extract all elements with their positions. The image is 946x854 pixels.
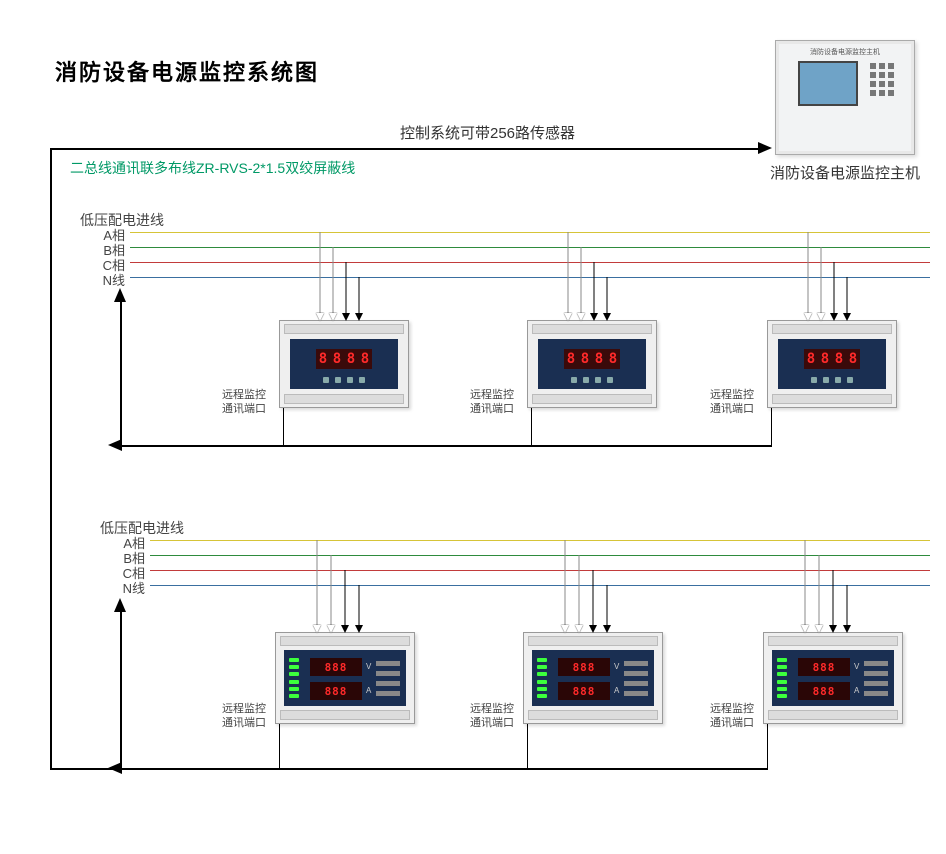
- g1-line-A: [130, 232, 930, 233]
- g1-return-h: [120, 445, 772, 447]
- bus-main-v: [50, 148, 52, 768]
- g2-line-B: [150, 555, 930, 556]
- g2-d1-tap-N: [358, 585, 359, 632]
- g2-d1-tap-A: [316, 540, 317, 632]
- g2-return-h: [50, 768, 768, 770]
- g1-line-C: [130, 262, 930, 263]
- g1-d1-tap-C: [345, 262, 346, 320]
- g2-return-v: [120, 610, 122, 768]
- g2-device-1: 888 888 V A: [275, 632, 415, 724]
- g1-d2-tap-C: [593, 262, 594, 320]
- g1-return-v: [120, 300, 122, 445]
- g1-d3-tap-A: [807, 232, 808, 320]
- g1-line-N: [130, 277, 930, 278]
- g2-d3-tap-B: [818, 555, 819, 632]
- g2-d3-drop: [767, 724, 768, 768]
- g2-d1-tap-B: [330, 555, 331, 632]
- bus-top-arrow: [758, 142, 772, 154]
- g1-return-arrow-up: [114, 288, 126, 302]
- g2-d2-drop: [527, 724, 528, 768]
- g2-return-arrow-left: [108, 762, 122, 774]
- g1-d1-tap-A: [319, 232, 320, 320]
- g1-d2-port-label: 远程监控通讯端口: [470, 388, 514, 417]
- g2-return-arrow-up: [114, 598, 126, 612]
- host-panel-header: 消防设备电源监控主机: [776, 47, 914, 57]
- g2-line-A: [150, 540, 930, 541]
- g1-d1-tap-B: [332, 247, 333, 320]
- g1-d3-port-label: 远程监控通讯端口: [710, 388, 754, 417]
- g2-d3-tap-C: [832, 570, 833, 632]
- g2-d1-tap-C: [344, 570, 345, 632]
- host-panel-buttons: [870, 63, 902, 96]
- g1-d1-port-label: 远程监控通讯端口: [222, 388, 266, 417]
- g2-d3-tap-A: [804, 540, 805, 632]
- g1-d1-tap-N: [358, 277, 359, 320]
- bus-top-h: [50, 148, 760, 150]
- g2-d2-port-label: 远程监控通讯端口: [470, 702, 514, 731]
- g1-d3-tap-C: [833, 262, 834, 320]
- g2-d1-drop: [279, 724, 280, 768]
- g2-d2-tap-C: [592, 570, 593, 632]
- g1-d2-tap-N: [606, 277, 607, 320]
- g1-d2-tap-A: [567, 232, 568, 320]
- g2-line-C: [150, 570, 930, 571]
- g2-device-2: 888 888 V A: [523, 632, 663, 724]
- g2-d3-tap-N: [846, 585, 847, 632]
- host-panel-screen: [798, 61, 858, 106]
- g1-d3-tap-N: [846, 277, 847, 320]
- g2-d2-tap-A: [564, 540, 565, 632]
- g2-d2-tap-N: [606, 585, 607, 632]
- g2-d3-port-label: 远程监控通讯端口: [710, 702, 754, 731]
- g1-device-2: 8888: [527, 320, 657, 408]
- g1-line-B: [130, 247, 930, 248]
- green-bus-label: 二总线通讯联多布线ZR-RVS-2*1.5双绞屏蔽线: [70, 158, 355, 178]
- g2-d2-tap-B: [578, 555, 579, 632]
- g2-label-N: N线: [115, 578, 145, 597]
- g2-device-3: 888 888 V A: [763, 632, 903, 724]
- page-title: 消防设备电源监控系统图: [55, 55, 319, 87]
- g1-device-3: 8888: [767, 320, 897, 408]
- host-label: 消防设备电源监控主机: [770, 162, 920, 183]
- g1-d3-tap-B: [820, 247, 821, 320]
- g1-d1-drop: [283, 408, 284, 445]
- host-panel: 消防设备电源监控主机: [775, 40, 915, 155]
- g2-line-N: [150, 585, 930, 586]
- g1-device-1: 8888: [279, 320, 409, 408]
- g1-d2-tap-B: [580, 247, 581, 320]
- top-bus-label: 控制系统可带256路传感器: [400, 122, 575, 143]
- g1-d2-drop: [531, 408, 532, 445]
- g1-d3-drop: [771, 408, 772, 445]
- g2-d1-port-label: 远程监控通讯端口: [222, 702, 266, 731]
- g1-label-N: N线: [95, 270, 125, 289]
